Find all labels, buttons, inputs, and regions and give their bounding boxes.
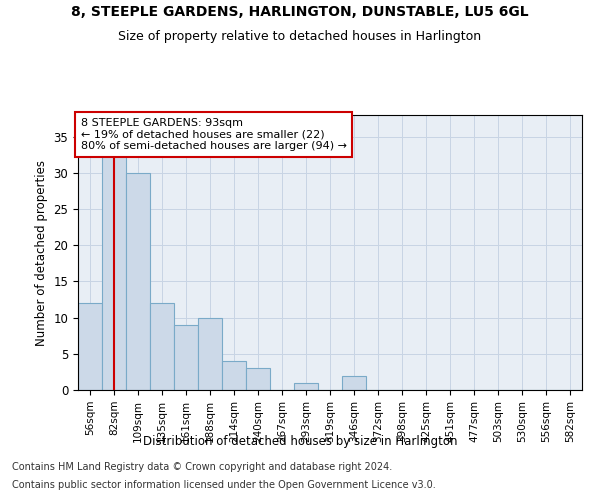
Bar <box>174 325 198 390</box>
Bar <box>78 303 102 390</box>
Bar <box>198 318 222 390</box>
Text: Contains public sector information licensed under the Open Government Licence v3: Contains public sector information licen… <box>12 480 436 490</box>
Bar <box>342 376 366 390</box>
Text: 8, STEEPLE GARDENS, HARLINGTON, DUNSTABLE, LU5 6GL: 8, STEEPLE GARDENS, HARLINGTON, DUNSTABL… <box>71 5 529 19</box>
Bar <box>222 361 246 390</box>
Text: Size of property relative to detached houses in Harlington: Size of property relative to detached ho… <box>118 30 482 43</box>
Bar <box>102 151 126 390</box>
Bar <box>246 368 270 390</box>
Text: Contains HM Land Registry data © Crown copyright and database right 2024.: Contains HM Land Registry data © Crown c… <box>12 462 392 472</box>
Text: Distribution of detached houses by size in Harlington: Distribution of detached houses by size … <box>143 435 457 448</box>
Bar <box>294 383 318 390</box>
Y-axis label: Number of detached properties: Number of detached properties <box>35 160 48 346</box>
Bar <box>150 303 174 390</box>
Bar <box>126 173 150 390</box>
Text: 8 STEEPLE GARDENS: 93sqm
← 19% of detached houses are smaller (22)
80% of semi-d: 8 STEEPLE GARDENS: 93sqm ← 19% of detach… <box>80 118 347 151</box>
